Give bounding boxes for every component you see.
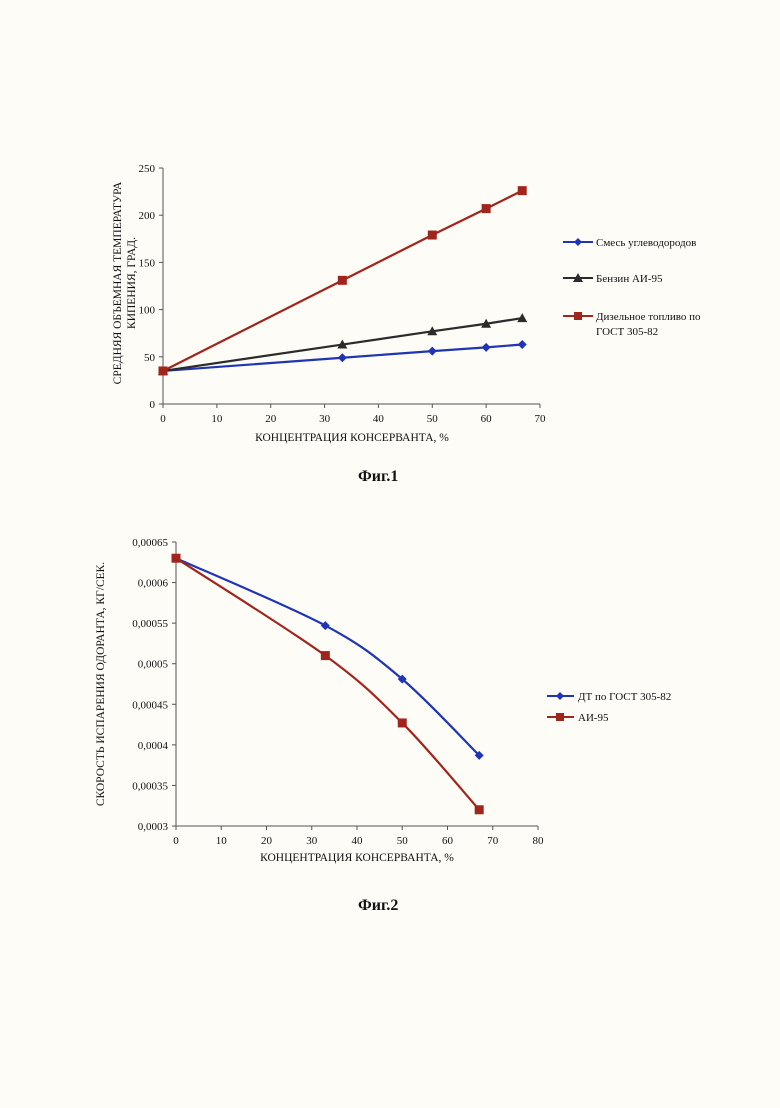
data-point-diamond: [518, 340, 527, 349]
legend-entry: АИ-95: [547, 712, 609, 724]
data-point-square: [518, 186, 527, 195]
y-tick-label: 0: [150, 399, 156, 411]
y-tick-label: 0,00055: [132, 618, 168, 630]
x-tick-label: 30: [306, 835, 318, 847]
y-tick-label: 0,00065: [132, 537, 168, 549]
series-layer: [172, 554, 484, 815]
data-point-diamond: [321, 621, 330, 630]
legend-label: ГОСТ 305-82: [596, 326, 658, 338]
data-point-square: [321, 651, 330, 660]
x-tick-label: 20: [265, 413, 277, 425]
legend-label: Смесь углеводородов: [596, 237, 696, 249]
x-axis-label: КОНЦЕНТРАЦИЯ КОНСЕРВАНТА, %: [255, 432, 449, 444]
y-axis-label: СКОРОСТЬ ИСПАРЕНИЯ ОДОРАНТА, КГ/СЕК.: [95, 562, 107, 806]
x-tick-label: 40: [352, 835, 364, 847]
y-tick-labels: 0,0003 0,00035 0,0004 0,00045 0,0005 0,00055 0…: [132, 537, 176, 833]
x-tick-label: 60: [442, 835, 454, 847]
patent-drawing-page: 050100150200250 010203040506070 КОНЦЕНТР…: [0, 0, 780, 1103]
x-tick-label: 30: [319, 413, 331, 425]
x-tick-label: 80: [533, 835, 545, 847]
legend-entry: Смесь углеводородов: [563, 237, 696, 249]
legend: Смесь углеводородов Бензин АИ-95 Дизельн…: [563, 237, 701, 338]
legend: ДТ по ГОСТ 305-82 АИ-95: [547, 691, 671, 724]
x-tick-label: 20: [261, 835, 273, 847]
x-tick-label: 0: [173, 835, 179, 847]
legend-marker-diamond: [556, 692, 564, 700]
data-point-square: [482, 204, 491, 213]
figure-caption: Фиг.2: [358, 897, 398, 915]
series-line: [176, 558, 479, 810]
legend-marker-diamond: [574, 238, 582, 246]
y-tick-label: 0,00035: [132, 780, 168, 792]
legend-label: АИ-95: [578, 712, 609, 724]
y-tick-label: 200: [139, 210, 156, 222]
legend-label: Дизельное топливо по: [596, 311, 701, 323]
series: [172, 554, 484, 815]
y-axis-label-line1: СРЕДНЯЯ ОБЪЕМНАЯ ТЕМПЕРАТУРА: [112, 181, 124, 384]
legend-marker-square: [556, 713, 564, 721]
x-tick-label: 70: [487, 835, 499, 847]
data-point-square: [428, 231, 437, 240]
data-point-square: [475, 805, 484, 814]
data-point-square: [172, 554, 181, 563]
figures-canvas: 050100150200250 010203040506070 КОНЦЕНТР…: [0, 0, 780, 1103]
data-point-square: [398, 718, 407, 727]
legend-label: ДТ по ГОСТ 305-82: [578, 691, 671, 703]
x-tick-labels: 0 10 20 30 40 50 60 70: [160, 404, 546, 425]
data-point-diamond: [428, 347, 437, 356]
y-tick-label: 0,0003: [138, 821, 169, 833]
figure-caption: Фиг.1: [358, 468, 398, 486]
x-tick-label: 70: [535, 413, 547, 425]
y-tick-label: 0,0006: [138, 578, 169, 590]
x-tick-labels: 0 10 20 30 40 50 60 70 80: [173, 826, 544, 847]
legend-entry: ДТ по ГОСТ 305-82: [547, 691, 671, 703]
chart-boiling-temperature: 0 50 100 150 200 250 0 10 20 30 40 50 60 70 КОНЦЕНТР…: [112, 163, 701, 444]
series-layer: [158, 186, 527, 375]
x-tick-label: 50: [427, 413, 439, 425]
legend-label: Бензин АИ-95: [596, 273, 663, 285]
chart-evaporation-rate: 0,0003 0,00035 0,0004 0,00045 0,0005 0,00055 0…: [95, 537, 671, 864]
y-tick-label: 0,0005: [138, 659, 169, 671]
y-axis-label-line2: КИПЕНИЯ, ГРАД.: [126, 237, 138, 329]
legend-entry: Бензин АИ-95: [563, 273, 663, 285]
x-tick-label: 40: [373, 413, 385, 425]
x-tick-label: 50: [397, 835, 409, 847]
x-tick-label: 0: [160, 413, 166, 425]
data-point-square: [159, 366, 168, 375]
y-tick-label: 150: [139, 257, 156, 269]
y-tick-label: 100: [139, 305, 156, 317]
data-point-diamond: [482, 343, 491, 352]
legend-marker-square: [574, 312, 582, 320]
data-point-diamond: [338, 353, 347, 362]
y-tick-label: 0,00045: [132, 699, 168, 711]
y-tick-label: 50: [144, 352, 156, 364]
series: [158, 313, 527, 375]
x-tick-label: 10: [216, 835, 228, 847]
x-tick-label: 10: [211, 413, 223, 425]
x-tick-label: 60: [481, 413, 493, 425]
y-tick-label: 0,0004: [138, 740, 169, 752]
x-axis-label: КОНЦЕНТРАЦИЯ КОНСЕРВАНТА, %: [260, 852, 454, 864]
data-point-square: [338, 276, 347, 285]
y-tick-label: 250: [139, 163, 156, 175]
legend-entry: Дизельное топливо по ГОСТ 305-82: [563, 311, 701, 338]
